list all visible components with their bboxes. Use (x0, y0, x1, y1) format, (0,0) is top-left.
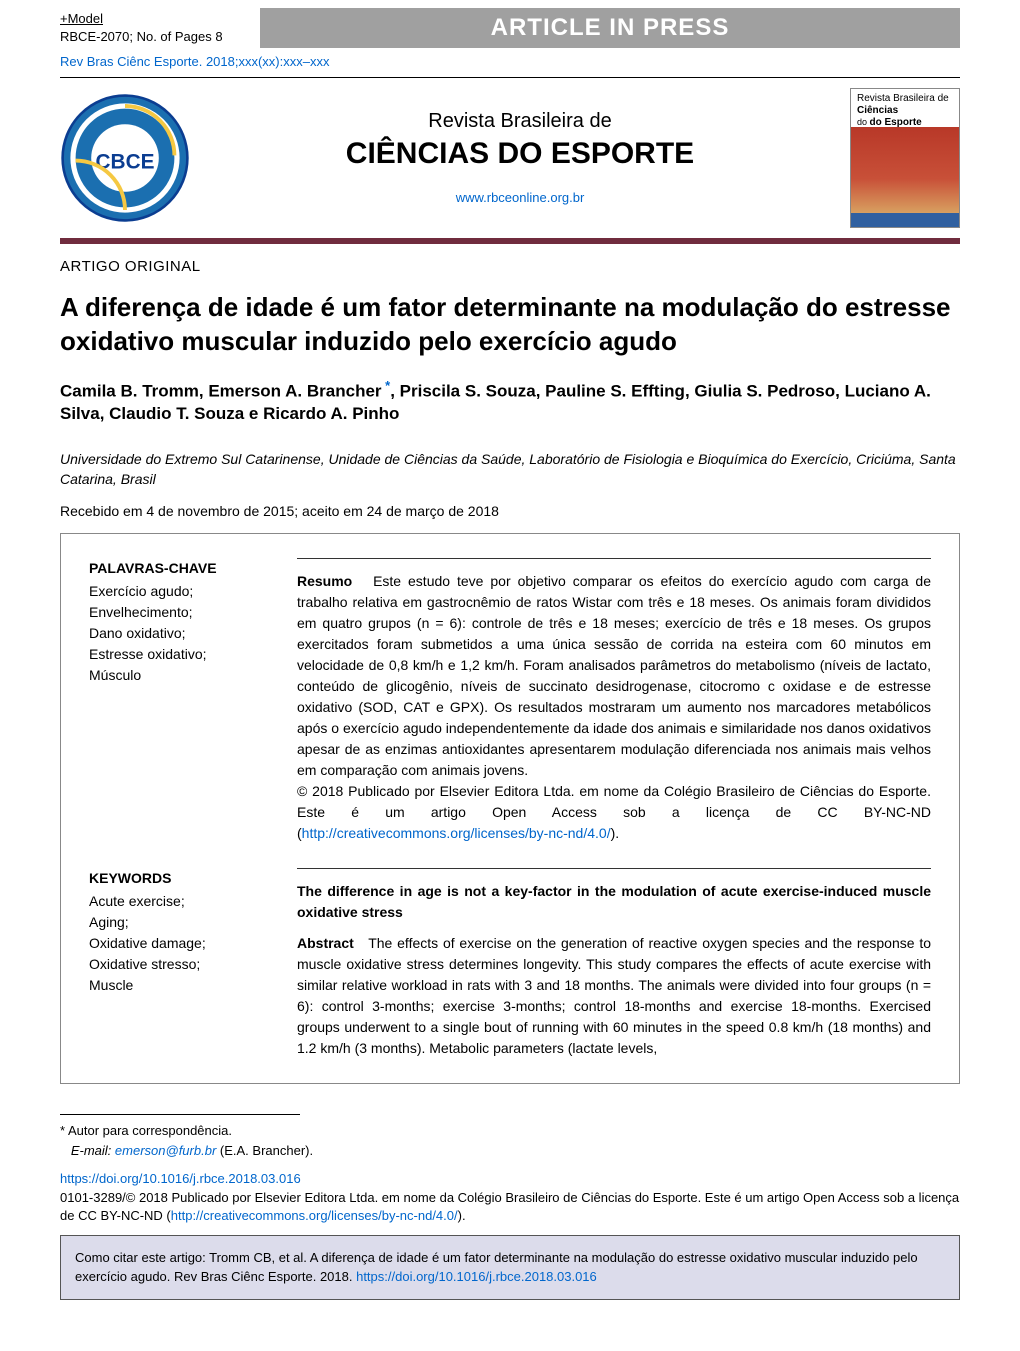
corresp-email-link[interactable]: emerson@furb.br (115, 1143, 216, 1158)
article-body: ARTIGO ORIGINAL A diferença de idade é u… (0, 244, 1020, 1092)
journal-subtitle: Revista Brasileira de (220, 110, 820, 133)
abstract-en-title: The difference in age is not a key-facto… (297, 881, 931, 923)
resumo-label: Resumo (297, 573, 352, 589)
author-list: Camila B. Tromm, Emerson A. Brancher *, … (60, 377, 960, 427)
journal-url-link[interactable]: www.rbceonline.org.br (456, 190, 585, 205)
doi-link[interactable]: https://doi.org/10.1016/j.rbce.2018.03.0… (60, 1171, 301, 1186)
journal-banner: CBCE Revista Brasileira de CIÊNCIAS DO E… (60, 77, 960, 244)
keywords-pt-block: PALAVRAS-CHAVE Exercício agudo; Envelhec… (89, 558, 269, 844)
journal-cover-thumbnail: Revista Brasileira de Ciências do do Esp… (850, 88, 960, 228)
model-line: RBCE-2070; No. of Pages 8 (60, 29, 223, 44)
abstract-row-pt: PALAVRAS-CHAVE Exercício agudo; Envelhec… (89, 558, 931, 844)
journal-title: CIÊNCIAS DO ESPORTE (220, 137, 820, 171)
license-link-pt[interactable]: http://creativecommons.org/licenses/by-n… (302, 825, 611, 841)
cover-line2a: Ciências (857, 105, 898, 116)
model-info: +Model RBCE-2070; No. of Pages 8 (60, 10, 260, 46)
header-bar: +Model RBCE-2070; No. of Pages 8 ARTICLE… (0, 0, 1020, 50)
email-label: E-mail: (71, 1143, 111, 1158)
copyright-pt-close: ). (611, 825, 620, 841)
corresp-footnote: * Autor para correspondência. (60, 1121, 960, 1141)
article-title: A diferença de idade é um fator determin… (60, 291, 960, 359)
cover-line2b: do Esporte (870, 117, 922, 128)
keywords-pt-list: Exercício agudo; Envelhecimento; Dano ox… (89, 581, 269, 686)
doi-block: https://doi.org/10.1016/j.rbce.2018.03.0… (60, 1170, 960, 1225)
doi-copyright-close: ). (458, 1208, 466, 1223)
keywords-en-title: KEYWORDS (89, 868, 269, 889)
doi-license-link[interactable]: http://creativecommons.org/licenses/by-n… (171, 1208, 458, 1223)
abstract-pt-body: Este estudo teve por objetivo comparar o… (297, 573, 931, 778)
footnote-block: * Autor para correspondência. E-mail: em… (60, 1114, 960, 1160)
keywords-pt-title: PALAVRAS-CHAVE (89, 558, 269, 579)
how-to-cite-box: Como citar este artigo: Tromm CB, et al.… (60, 1235, 960, 1300)
article-in-press-badge: ARTICLE IN PRESS (260, 8, 960, 48)
keywords-en-block: KEYWORDS Acute exercise; Aging; Oxidativ… (89, 868, 269, 1059)
affiliation: Universidade do Extremo Sul Catarinense,… (60, 450, 960, 489)
received-accepted-dates: Recebido em 4 de novembro de 2015; aceit… (60, 503, 960, 519)
citation-line: Rev Bras Ciênc Esporte. 2018;xxx(xx):xxx… (0, 50, 1020, 77)
abstract-row-en: KEYWORDS Acute exercise; Aging; Oxidativ… (89, 868, 931, 1059)
abstract-en-text: The difference in age is not a key-facto… (297, 868, 931, 1059)
journal-title-block: Revista Brasileira de CIÊNCIAS DO ESPORT… (220, 110, 820, 207)
corresp-email-person: (E.A. Brancher). (216, 1143, 313, 1158)
article-type-label: ARTIGO ORIGINAL (60, 258, 960, 275)
keywords-en-list: Acute exercise; Aging; Oxidative damage;… (89, 891, 269, 996)
footnote-rule (60, 1114, 300, 1115)
cbce-logo: CBCE (60, 93, 190, 223)
corresp-asterisk: * (382, 378, 391, 393)
abstract-pt-text: Resumo Este estudo teve por objetivo com… (297, 558, 931, 844)
abstract-en-label: Abstract (297, 935, 354, 951)
abstract-box: PALAVRAS-CHAVE Exercício agudo; Envelhec… (60, 533, 960, 1084)
cite-doi-link[interactable]: https://doi.org/10.1016/j.rbce.2018.03.0… (356, 1269, 597, 1284)
cover-line1: Revista Brasileira de (857, 93, 949, 104)
abstract-en-body: The effects of exercise on the generatio… (297, 935, 931, 1056)
plus-model-label: +Model (60, 11, 103, 26)
